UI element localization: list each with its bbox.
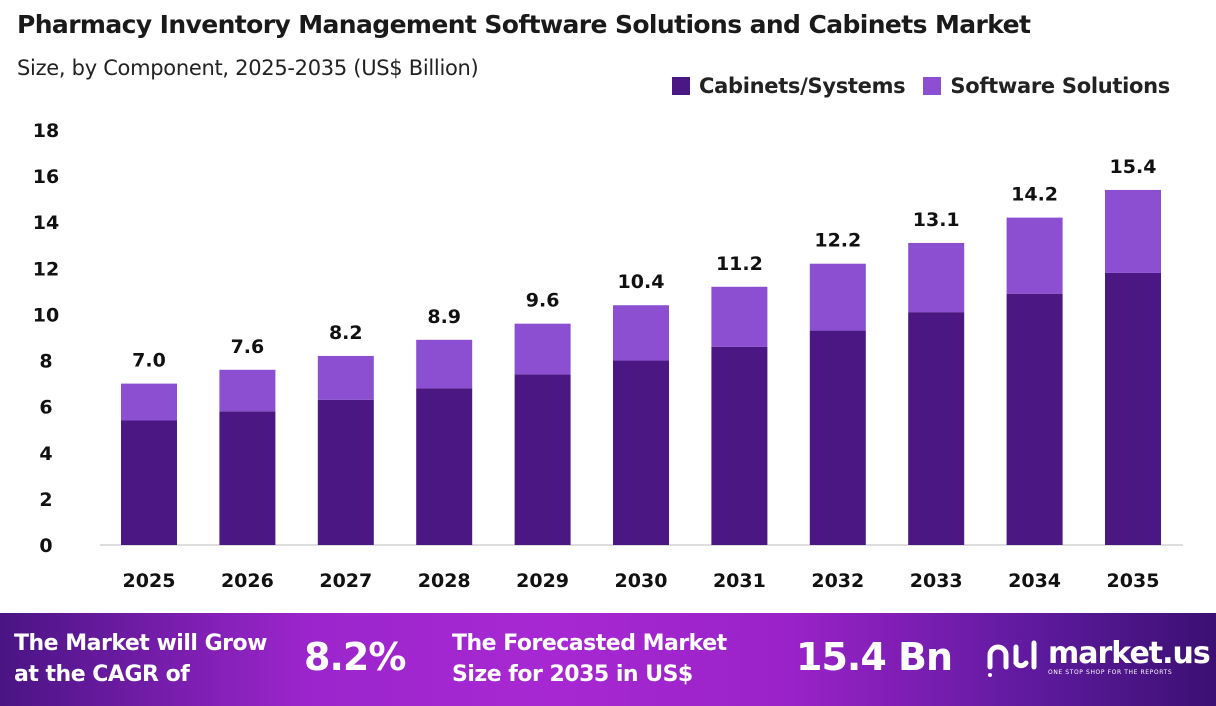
x-tick-label: 2034 [1008,570,1061,592]
y-tick-label: 8 [39,351,52,373]
bar-software-2029 [514,323,571,375]
bar-cabinets-2030 [613,360,669,545]
bar-software-2034 [1006,217,1063,294]
legend-label: Cabinets/Systems [698,74,906,98]
bar-software-2026 [219,369,276,412]
y-tick-label: 14 [33,212,59,234]
x-tick-label: 2027 [319,570,372,592]
bar-cabinets-2027 [317,399,374,545]
x-tick-label: 2031 [713,570,766,592]
data-label-2027: 8.2 [329,322,363,344]
chart-title: Pharmacy Inventory Management Software S… [17,10,1031,39]
x-tick-label: 2025 [123,570,176,592]
x-tick-label: 2033 [910,570,963,592]
data-label-2030: 10.4 [618,271,665,293]
legend: Cabinets/Systems Software Solutions [671,74,1170,98]
legend-swatch-software [923,77,942,95]
data-label-2029: 9.6 [526,290,560,312]
bar-cabinets-2028 [416,388,473,545]
x-tick-label: 2032 [811,570,864,592]
y-tick-label: 18 [33,120,59,142]
legend-swatch-cabinets [671,77,690,95]
x-tick-label: 2035 [1107,570,1160,592]
bar-cabinets-2031 [711,346,768,545]
y-tick-label: 12 [33,258,59,280]
bar-cabinets-2029 [514,374,571,545]
bar-software-2028 [416,339,473,389]
bar-software-2027 [317,355,374,400]
logo-icon [987,640,1037,677]
data-label-2035: 15.4 [1110,156,1157,178]
data-label-2028: 8.9 [427,306,461,328]
data-label-2025: 7.0 [132,350,166,372]
data-label-2026: 7.6 [231,336,265,358]
market-us-logo: market.us ONE STOP SHOP FOR THE REPORTS [984,637,1211,677]
bar-cabinets-2032 [809,330,866,545]
x-tick-label: 2026 [221,570,274,592]
bar-software-2030 [613,305,669,361]
bar-software-2025 [121,383,177,421]
y-tick-label: 0 [39,535,52,557]
legend-label: Software Solutions [950,74,1170,98]
y-tick-label: 10 [33,304,59,326]
bar-software-2035 [1105,189,1161,273]
data-label-2033: 13.1 [913,209,960,231]
data-label-2034: 14.2 [1011,184,1058,206]
y-tick-label: 6 [39,397,52,419]
forecast-value: 15.4 Bn [796,635,953,679]
y-tick-label: 16 [33,166,59,188]
data-label-2032: 12.2 [814,230,861,252]
forecast-text: The Forecasted Market Size for 2035 in US… [452,631,727,687]
bar-cabinets-2034 [1006,293,1063,545]
cagr-text: The Market will Grow at the CAGR of [14,631,267,687]
y-tick-label: 2 [39,489,52,511]
bar-cabinets-2025 [121,420,177,545]
bar-cabinets-2035 [1105,272,1161,545]
cagr-value: 8.2% [304,635,406,679]
x-tick-label: 2028 [418,570,471,592]
legend-item-cabinets: Cabinets/Systems [671,74,906,98]
data-label-2031: 11.2 [716,253,763,275]
bar-software-2032 [809,263,866,331]
x-tick-label: 2030 [615,570,668,592]
bar-cabinets-2033 [908,312,965,545]
bar-chart: 0 2 4 6 8 10 12 14 16 18 7.0 2025 7.6 2026 8.2 2027 8.9 2… [33,120,1183,592]
x-tick-label: 2029 [516,570,569,592]
chart-subtitle: Size, by Component, 2025-2035 (US$ Billi… [17,56,479,80]
bar-software-2033 [908,242,965,313]
bar-software-2031 [711,286,768,347]
bar-cabinets-2026 [219,411,276,545]
y-tick-label: 4 [39,443,52,465]
footer-banner: The Market will Grow at the CAGR of 8.2% … [0,613,1216,706]
legend-item-software: Software Solutions [923,74,1170,98]
